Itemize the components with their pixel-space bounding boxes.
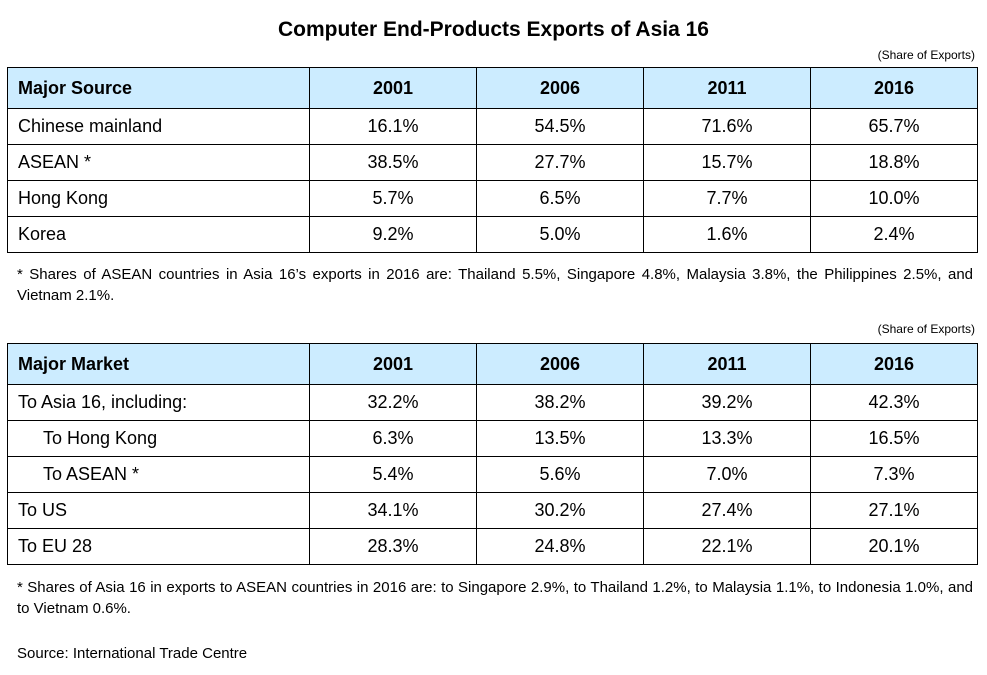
cell-value: 27.4% <box>643 492 811 529</box>
cell-value: 7.0% <box>643 456 811 493</box>
source-table-header: Major Source 2001 2006 2011 2016 <box>7 67 978 109</box>
header-major-market: Major Market <box>7 343 310 385</box>
cell-value: 30.2% <box>476 492 644 529</box>
cell-value: 65.7% <box>810 108 978 145</box>
cell-value: 7.3% <box>810 456 978 493</box>
cell-value: 16.5% <box>810 420 978 457</box>
cell-value: 39.2% <box>643 384 811 421</box>
source-credit: Source: International Trade Centre <box>17 645 248 662</box>
table-row: Korea 9.2% 5.0% 1.6% 2.4% <box>7 216 978 253</box>
cell-value: 54.5% <box>476 108 644 145</box>
table-row: Chinese mainland 16.1% 54.5% 71.6% 65.7% <box>7 108 978 145</box>
cell-value: 27.7% <box>476 144 644 181</box>
row-label: To Asia 16, including: <box>7 384 310 421</box>
cell-value: 13.3% <box>643 420 811 457</box>
source-footnote: * Shares of ASEAN countries in Asia 16’s… <box>17 266 973 304</box>
cell-value: 2.4% <box>810 216 978 253</box>
header-major-source: Major Source <box>7 67 310 109</box>
row-label: Chinese mainland <box>7 108 310 145</box>
header-year: 2006 <box>476 67 644 109</box>
table-row: To ASEAN * 5.4% 5.6% 7.0% 7.3% <box>7 456 978 493</box>
cell-value: 38.5% <box>309 144 477 181</box>
cell-value: 6.3% <box>309 420 477 457</box>
market-footnote: * Shares of Asia 16 in exports to ASEAN … <box>17 579 973 617</box>
cell-value: 28.3% <box>309 528 477 565</box>
row-label: To EU 28 <box>7 528 310 565</box>
source-table: Major Source 2001 2006 2011 2016 Chinese… <box>7 67 978 253</box>
header-year: 2011 <box>643 343 811 385</box>
cell-value: 42.3% <box>810 384 978 421</box>
header-year: 2006 <box>476 343 644 385</box>
cell-value: 5.7% <box>309 180 477 217</box>
cell-value: 18.8% <box>810 144 978 181</box>
row-label: To ASEAN * <box>7 456 310 493</box>
cell-value: 32.2% <box>309 384 477 421</box>
header-year: 2001 <box>309 343 477 385</box>
cell-value: 24.8% <box>476 528 644 565</box>
cell-value: 16.1% <box>309 108 477 145</box>
row-label: To US <box>7 492 310 529</box>
table-row: ASEAN * 38.5% 27.7% 15.7% 18.8% <box>7 144 978 181</box>
cell-value: 34.1% <box>309 492 477 529</box>
cell-value: 38.2% <box>476 384 644 421</box>
cell-value: 13.5% <box>476 420 644 457</box>
table-row: To Hong Kong 6.3% 13.5% 13.3% 16.5% <box>7 420 978 457</box>
header-year: 2016 <box>810 343 978 385</box>
table-row: To US 34.1% 30.2% 27.4% 27.1% <box>7 492 978 529</box>
table-row: Hong Kong 5.7% 6.5% 7.7% 10.0% <box>7 180 978 217</box>
unit-label-source: (Share of Exports) <box>877 48 975 62</box>
cell-value: 7.7% <box>643 180 811 217</box>
cell-value: 5.0% <box>476 216 644 253</box>
row-label: Hong Kong <box>7 180 310 217</box>
market-table: Major Market 2001 2006 2011 2016 To Asia… <box>7 343 978 565</box>
unit-label-market: (Share of Exports) <box>877 322 975 336</box>
cell-value: 20.1% <box>810 528 978 565</box>
row-label: To Hong Kong <box>7 420 310 457</box>
table-row: To Asia 16, including: 32.2% 38.2% 39.2%… <box>7 384 978 421</box>
page-title: Computer End-Products Exports of Asia 16 <box>278 18 709 41</box>
cell-value: 1.6% <box>643 216 811 253</box>
cell-value: 71.6% <box>643 108 811 145</box>
cell-value: 5.6% <box>476 456 644 493</box>
cell-value: 9.2% <box>309 216 477 253</box>
cell-value: 6.5% <box>476 180 644 217</box>
row-label: Korea <box>7 216 310 253</box>
cell-value: 27.1% <box>810 492 978 529</box>
header-year: 2016 <box>810 67 978 109</box>
table-row: To EU 28 28.3% 24.8% 22.1% 20.1% <box>7 528 978 565</box>
market-table-header: Major Market 2001 2006 2011 2016 <box>7 343 978 385</box>
cell-value: 15.7% <box>643 144 811 181</box>
row-label: ASEAN * <box>7 144 310 181</box>
cell-value: 22.1% <box>643 528 811 565</box>
cell-value: 5.4% <box>309 456 477 493</box>
cell-value: 10.0% <box>810 180 978 217</box>
header-year: 2011 <box>643 67 811 109</box>
header-year: 2001 <box>309 67 477 109</box>
